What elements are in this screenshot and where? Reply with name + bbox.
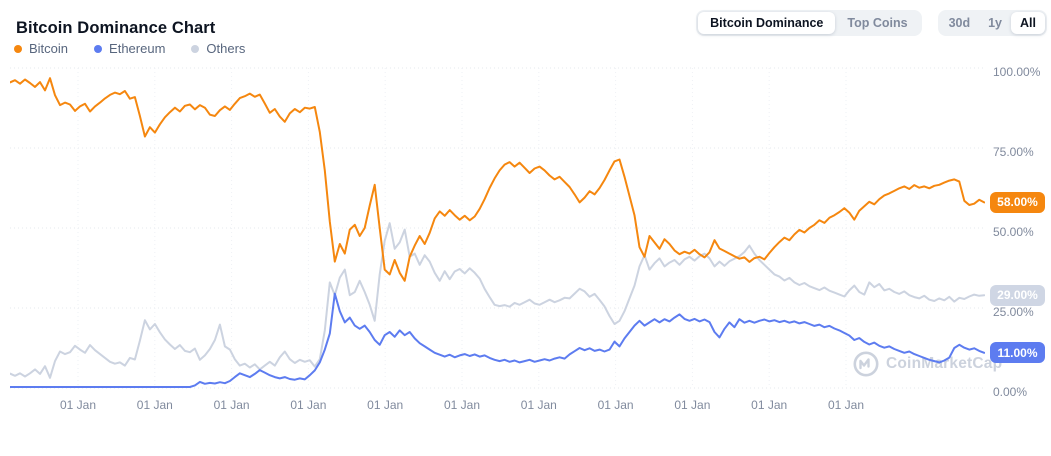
watermark-text: CoinMarketCap	[886, 355, 1003, 372]
y-axis-label: 100.00%	[993, 65, 1041, 79]
range-30d-button[interactable]: 30d	[940, 12, 980, 34]
top-coins-button[interactable]: Top Coins	[835, 12, 919, 34]
current-value-badge: 58.00%	[990, 191, 1045, 213]
current-value-badge: 29.00%	[990, 284, 1045, 306]
x-axis-label: 01 Jan	[136, 398, 173, 412]
coinmarketcap-watermark: CoinMarketCap	[853, 351, 1002, 377]
chart-legend: Bitcoin Ethereum Others	[14, 41, 245, 56]
time-range-toggle: 30d 1y All	[937, 10, 1047, 36]
x-axis-label: 01 Jan	[674, 398, 711, 412]
ethereum-dot-icon	[94, 44, 103, 53]
range-1y-button[interactable]: 1y	[979, 12, 1011, 34]
y-axis-label: 0.00%	[993, 385, 1028, 399]
x-axis-label: 01 Jan	[59, 398, 97, 412]
chart-gridlines	[10, 67, 985, 389]
legend-label: Bitcoin	[29, 41, 69, 56]
y-axis-label: 75.00%	[993, 145, 1034, 159]
legend-label: Others	[206, 41, 246, 56]
legend-item-bitcoin[interactable]: Bitcoin	[14, 41, 68, 56]
page-title: Bitcoin Dominance Chart	[16, 19, 216, 38]
range-all-button[interactable]: All	[1011, 12, 1045, 34]
x-axis-label: 01 Jan	[443, 398, 481, 412]
chart-controls: Bitcoin Dominance Top Coins 30d 1y All	[696, 10, 1047, 36]
ethereum-line	[10, 292, 985, 388]
others-dot-icon	[191, 44, 200, 53]
x-axis-label: 01 Jan	[827, 398, 865, 412]
legend-item-others[interactable]: Others	[191, 41, 245, 56]
bitcoin-line	[10, 77, 985, 282]
x-axis-label: 01 Jan	[520, 398, 557, 412]
y-axis-label: 25.00%	[993, 305, 1034, 319]
others-line	[10, 222, 985, 379]
x-axis-label: 01 Jan	[290, 398, 327, 412]
chart-lines	[10, 77, 985, 388]
chart-type-toggle: Bitcoin Dominance Top Coins	[696, 10, 922, 36]
bitcoin-dominance-button[interactable]: Bitcoin Dominance	[698, 12, 836, 34]
legend-label: Ethereum	[109, 41, 166, 56]
y-axis-label: 50.00%	[993, 225, 1034, 239]
x-axis-label: 01 Jan	[367, 398, 404, 412]
legend-item-ethereum[interactable]: Ethereum	[94, 41, 165, 56]
x-axis-label: 01 Jan	[213, 398, 250, 412]
coinmarketcap-logo-icon	[853, 351, 879, 377]
x-axis-label: 01 Jan	[597, 398, 634, 412]
x-axis-label: 01 Jan	[751, 398, 788, 412]
current-value-badge: 11.00%	[990, 342, 1045, 364]
bitcoin-dot-icon	[14, 44, 22, 53]
